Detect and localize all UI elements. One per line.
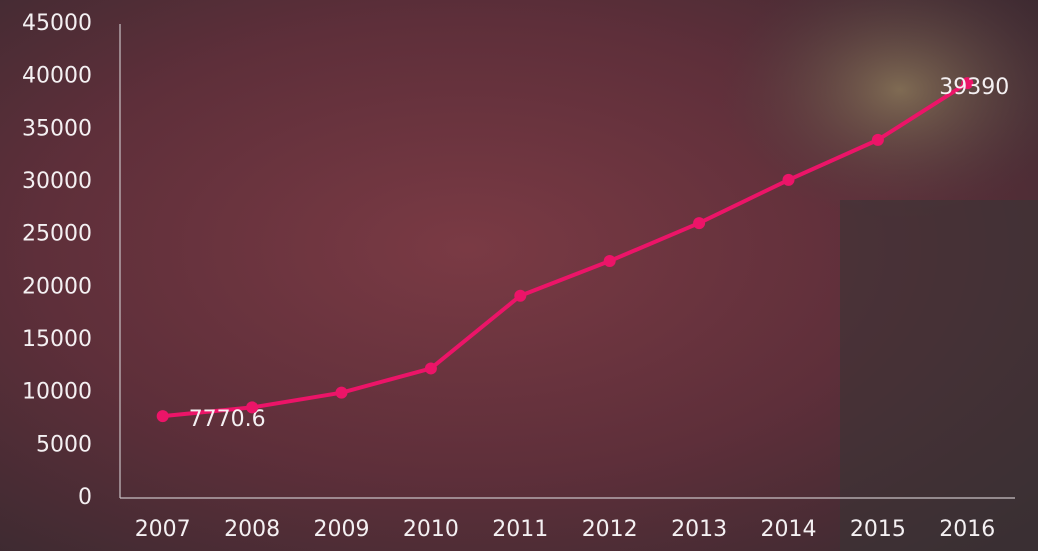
y-tick-label: 0 [78, 485, 92, 510]
point [156, 410, 169, 423]
y-tick-label: 5000 [36, 432, 92, 457]
y-tick-label: 10000 [22, 380, 92, 405]
x-tick-label: 2016 [939, 517, 995, 542]
background-glow [720, 0, 1038, 220]
x-tick-label: 2008 [224, 517, 280, 542]
x-tick-label: 2014 [761, 517, 817, 542]
point [246, 401, 259, 414]
y-tick-label: 45000 [22, 11, 92, 36]
x-tick-label: 2009 [314, 517, 370, 542]
data-label: 39390 [939, 75, 1009, 100]
line [162, 81, 969, 419]
point [335, 386, 348, 399]
y-tick-label: 40000 [22, 64, 92, 89]
x-tick-label: 2015 [850, 517, 906, 542]
y-tick-label: 30000 [22, 169, 92, 194]
point [693, 217, 706, 230]
point [603, 255, 616, 267]
y-tick-label: 15000 [22, 327, 92, 352]
x-tick-label: 2012 [582, 517, 638, 542]
x-tick-label: 2007 [135, 517, 191, 542]
x-tick-label: 2011 [492, 517, 548, 542]
point [871, 133, 884, 146]
background-shade [840, 200, 1038, 551]
x-tick-label: 2010 [403, 517, 459, 542]
point [782, 173, 795, 186]
y-tick-label: 20000 [22, 274, 92, 299]
point [961, 77, 974, 90]
point [514, 289, 527, 302]
point [424, 362, 437, 375]
y-tick-label: 35000 [22, 116, 92, 141]
y-tick-label: 25000 [22, 222, 92, 247]
x-tick-label: 2013 [671, 517, 727, 542]
